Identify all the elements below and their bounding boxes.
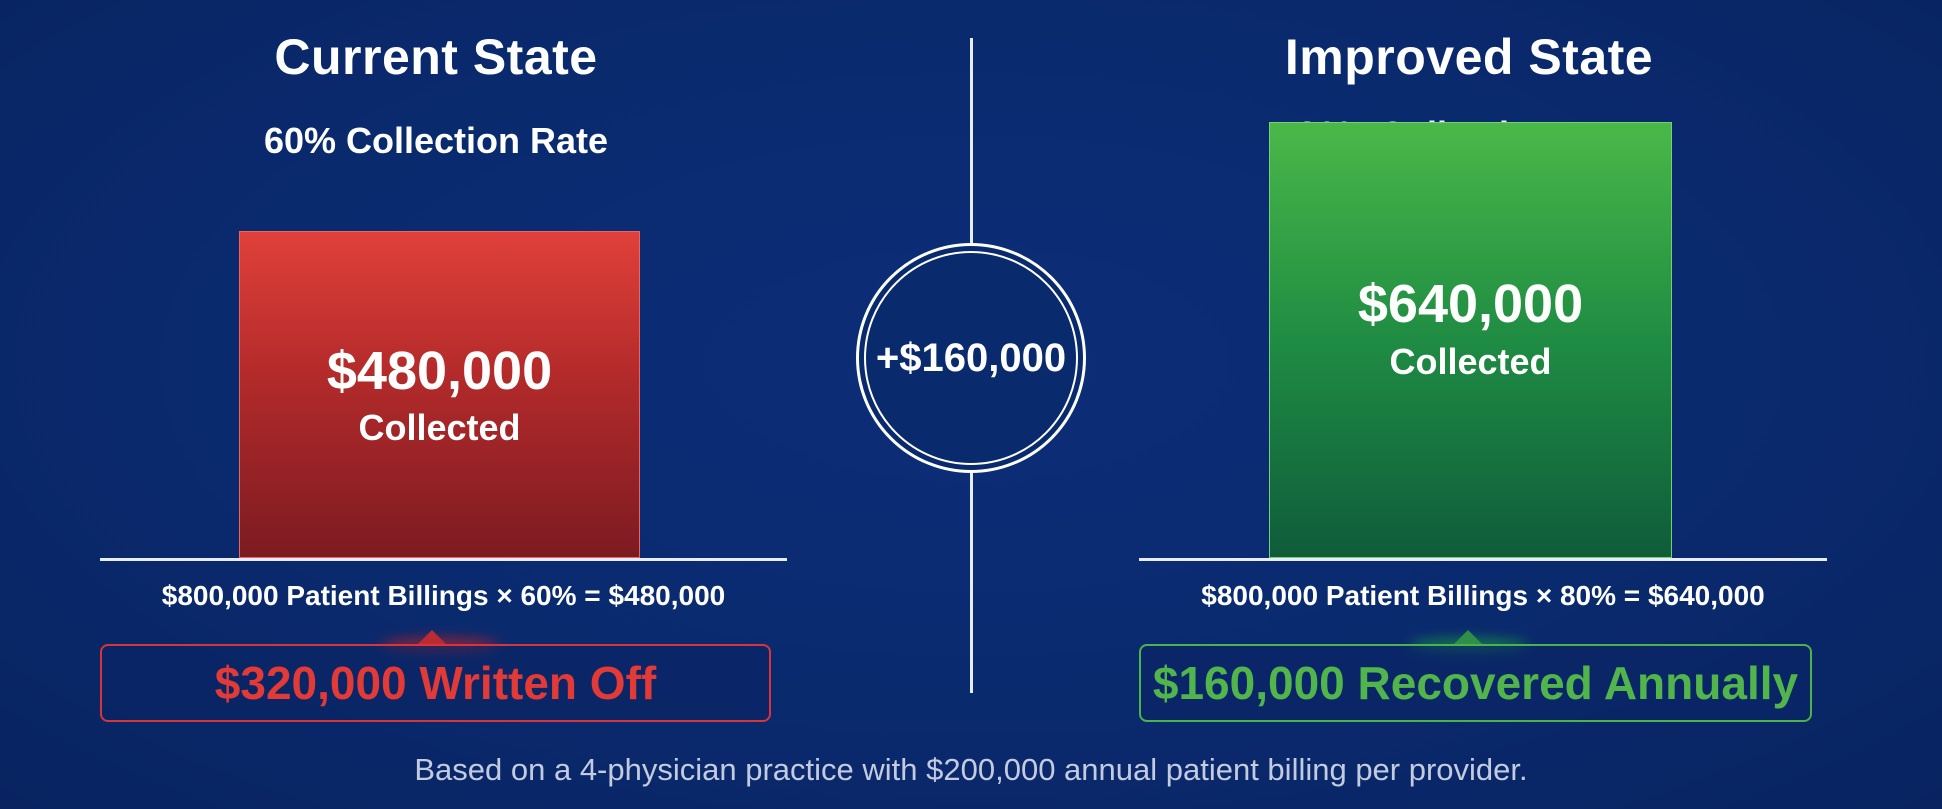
current-state-bar: $480,000 Collected	[239, 231, 640, 558]
divider-line-top	[970, 38, 973, 244]
current-state-bar-value: $480,000	[326, 341, 553, 401]
improved-state-bar-caption: Collected	[1389, 341, 1552, 382]
footnote: Based on a 4-physician practice with $20…	[414, 752, 1528, 787]
difference-circle: +$160,000	[856, 243, 1086, 473]
current-state-callout-pointer	[418, 630, 446, 644]
improved-state-title: Improved State	[1284, 29, 1654, 85]
current-state-bar-caption: Collected	[358, 407, 521, 448]
difference-value: +$160,000	[875, 336, 1067, 380]
improved-state-callout-pointer	[1454, 630, 1482, 644]
written-off-callout: $320,000 Written Off	[100, 644, 771, 722]
improved-state-formula: $800,000 Patient Billings × 80% = $640,0…	[1201, 580, 1765, 611]
divider-line-bottom	[970, 472, 973, 693]
current-state-formula: $800,000 Patient Billings × 60% = $480,0…	[161, 580, 726, 611]
difference-circle-inner-ring	[864, 251, 1078, 465]
improved-state-bar-value: $640,000	[1357, 274, 1584, 334]
current-state-subtitle: 60% Collection Rate	[263, 120, 609, 161]
current-state-baseline	[100, 558, 787, 561]
improved-state-baseline	[1139, 558, 1827, 561]
recovered-callout: $160,000 Recovered Annually	[1139, 644, 1812, 722]
current-state-title: Current State	[274, 29, 598, 85]
improved-state-bar: $640,000 Collected	[1269, 122, 1672, 558]
